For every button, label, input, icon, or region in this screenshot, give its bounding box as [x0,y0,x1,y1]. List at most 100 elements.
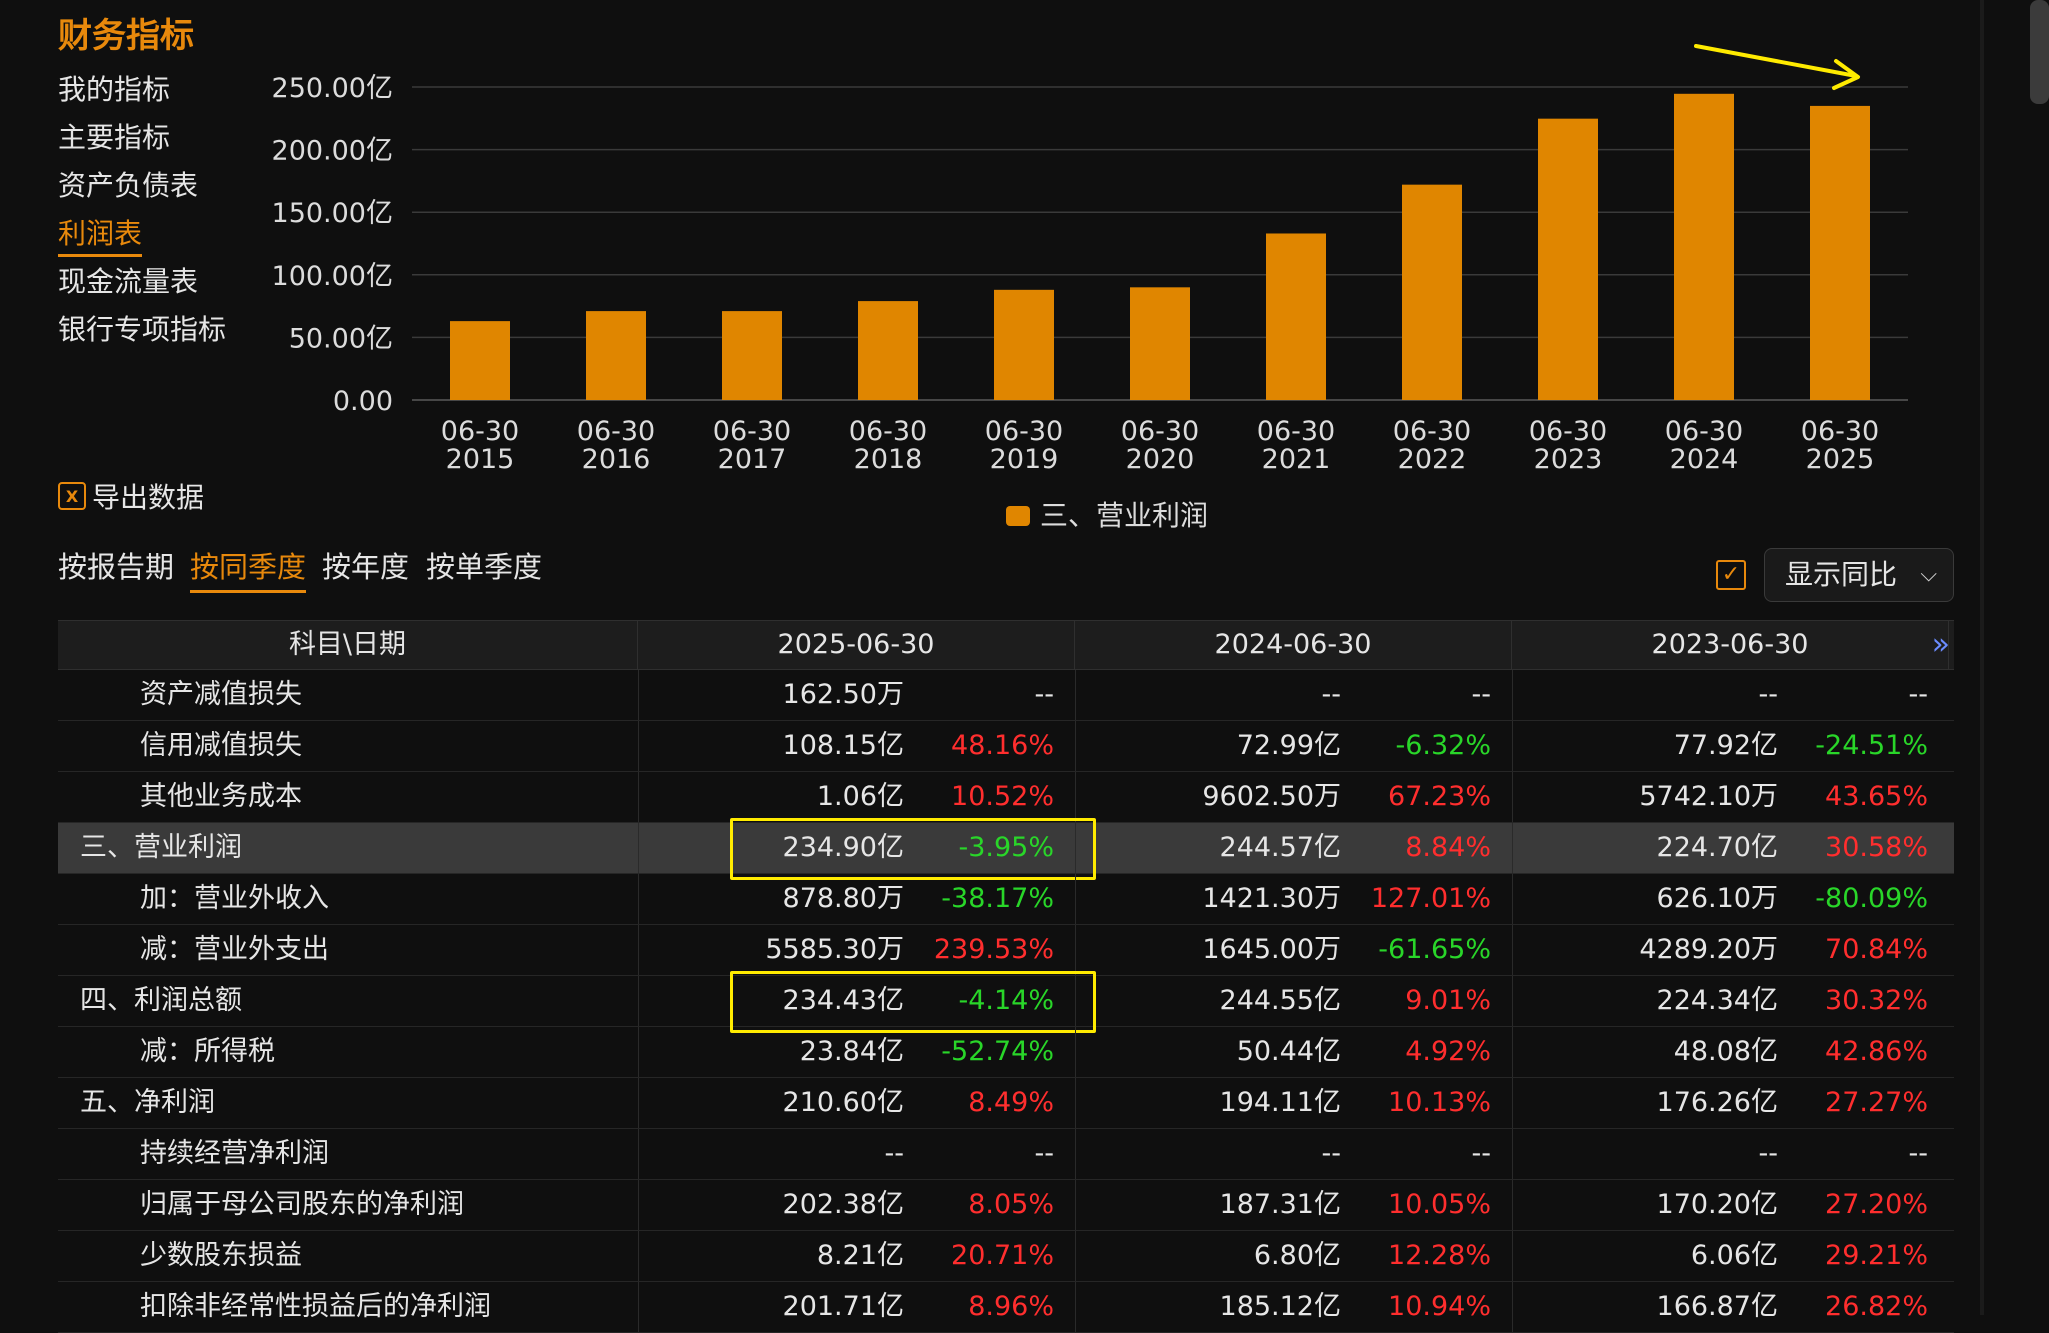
cell-value: 202.38亿 [782,1189,904,1220]
x-tick-label: 2019 [990,444,1059,475]
cell-yoy: -6.32% [1395,730,1491,761]
cell-yoy: -80.09% [1815,883,1928,914]
nav-item-0[interactable]: 我的指标 [58,73,171,106]
column-divider [1075,670,1076,720]
cell-yoy: 20.71% [951,1240,1054,1271]
x-tick-label: 06-30 [985,416,1063,447]
x-tick-label: 2016 [582,444,651,475]
table-row[interactable]: 四、利润总额 234.43亿 -4.14% 244.55亿 9.01% 224.34亿 30… [58,971,1954,1033]
table-row[interactable]: 归属于母公司股东的净利润 202.38亿 8.05% 187.31亿 10.05% 170… [58,1180,1954,1231]
table-row[interactable]: 信用减值损失 108.15亿 48.16% 72.99亿 -6.32% 77.92亿 -24… [58,721,1954,772]
yoy-dropdown[interactable]: 显示同比 ⌵ [1764,548,1954,602]
cell-yoy: 8.96% [968,1291,1054,1322]
row-label: 四、利润总额 [80,985,242,1016]
column-divider [1512,823,1513,873]
cell-yoy: 12.28% [1388,1240,1491,1271]
operating-profit-bar-chart: 250.00亿 200.00亿 150.00亿 100.00亿 50.00亿 0.00 06… [272,44,1908,532]
cell-yoy: -24.51% [1815,730,1928,761]
bar-2018 [858,301,918,400]
cell-yoy: -3.95% [958,832,1054,863]
cell-value: -- [1758,679,1779,710]
cell-value: 210.60亿 [782,1087,904,1118]
export-data-button[interactable]: X 导出数据 [58,476,204,516]
table-row[interactable]: 减：营业外支出 5585.30万 239.53% 1645.00万 -61.65% 428… [58,925,1954,976]
column-divider [638,1078,639,1128]
table-row[interactable]: 持续经营净利润 -- -- -- -- -- -- [58,1129,1954,1180]
cell-value: 1645.00万 [1202,934,1341,965]
cell-yoy: 10.05% [1388,1189,1491,1220]
cell-value: -- [1758,1138,1779,1169]
column-divider [1075,874,1076,924]
header-col-2023-06-30: 2023-06-30 [1512,621,1949,669]
cell-value: 244.55亿 [1219,985,1341,1016]
scrollbar-thumb[interactable] [2030,0,2049,104]
x-tick-label: 2015 [446,444,515,475]
nav-item-1[interactable]: 主要指标 [58,121,171,154]
column-divider [1512,976,1513,1026]
chevron-down-icon: ⌵ [1920,562,1937,587]
column-divider [1512,721,1513,771]
column-divider [638,772,639,822]
cell-value: 176.26亿 [1656,1087,1778,1118]
nav-item-5[interactable]: 银行专项指标 [58,313,227,346]
table-row[interactable]: 资产减值损失 162.50万 -- -- -- -- -- [58,670,1954,721]
period-tab-1[interactable]: 按同季度 [190,544,307,593]
cell-yoy: 29.21% [1825,1240,1928,1271]
cell-yoy: 70.84% [1825,934,1928,965]
table-row[interactable]: 其他业务成本 1.06亿 10.52% 9602.50万 67.23% 5742.10万 4… [58,772,1954,823]
table-row[interactable]: 扣除非经常性损益后的净利润 201.71亿 8.96% 185.12亿 10.94% 16… [58,1282,1954,1333]
period-tab-3[interactable]: 按单季度 [426,550,543,584]
cell-value: 878.80万 [782,883,904,914]
bar-2025 [1810,105,1870,400]
cell-yoy: 26.82% [1825,1291,1928,1322]
nav-item-2[interactable]: 资产负债表 [58,169,199,202]
cell-value: 77.92亿 [1673,730,1778,761]
nav-item-3[interactable]: 利润表 [58,212,143,257]
x-tick-label: 2017 [718,444,787,475]
column-divider [1075,976,1076,1026]
bar-2015 [450,321,510,400]
cell-value: 626.10万 [1656,883,1778,914]
cell-yoy: 8.84% [1405,832,1491,863]
y-tick-label: 250.00亿 [272,73,393,104]
table-row[interactable]: 减：所得税 23.84亿 -52.74% 50.44亿 4.92% 48.08亿 42.86… [58,1027,1954,1078]
column-divider [638,1027,639,1077]
cell-value: -- [1321,679,1342,710]
double-chevron-right-icon[interactable]: » [1931,627,1950,662]
column-divider [1512,925,1513,975]
cell-yoy: -- [1908,1138,1929,1169]
row-label: 五、净利润 [80,1087,215,1118]
bar-2023 [1538,118,1598,400]
table-row[interactable]: 五、净利润 210.60亿 8.49% 194.11亿 10.13% 176.26亿 27.… [58,1078,1954,1129]
cell-value: 8.21亿 [816,1240,904,1271]
cell-value: 170.20亿 [1656,1189,1778,1220]
x-tick-label: 06-30 [713,416,791,447]
cell-value: 234.43亿 [782,985,904,1016]
column-divider [1075,925,1076,975]
cell-yoy: -38.17% [941,883,1054,914]
column-divider [638,721,639,771]
yoy-checkbox[interactable]: ✓ [1716,560,1746,590]
cell-value: 5585.30万 [765,934,904,965]
period-tab-0[interactable]: 按报告期 [58,550,175,584]
nav-item-4[interactable]: 现金流量表 [58,265,199,298]
table-row[interactable]: 少数股东损益 8.21亿 20.71% 6.80亿 12.28% 6.06亿 29.21% [58,1231,1954,1282]
table-row[interactable]: 加：营业外收入 878.80万 -38.17% 1421.30万 127.01% 626.… [58,874,1954,925]
cell-value: 4289.20万 [1639,934,1778,965]
x-tick-label: 06-30 [1665,416,1743,447]
table-row[interactable]: 三、营业利润 234.90亿 -3.95% 244.57亿 8.84% 224.70亿 30… [58,818,1954,880]
period-tab-2[interactable]: 按年度 [322,550,410,584]
annotation-arrow-head [1832,59,1860,90]
bar-2020 [1130,287,1190,400]
column-divider [638,670,639,720]
x-tick-label: 2020 [1126,444,1195,475]
x-tick-label: 06-30 [577,416,655,447]
column-divider [1512,874,1513,924]
cell-value: 187.31亿 [1219,1189,1341,1220]
y-tick-label: 150.00亿 [272,198,393,229]
column-divider [1512,772,1513,822]
cell-yoy: 127.01% [1370,883,1491,914]
header-col-2024-06-30: 2024-06-30 [1075,621,1512,669]
row-label: 其他业务成本 [140,781,302,812]
